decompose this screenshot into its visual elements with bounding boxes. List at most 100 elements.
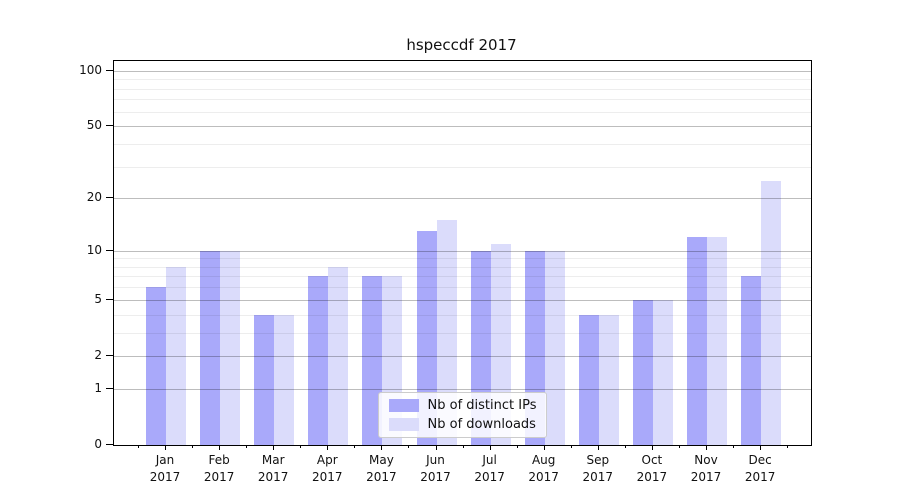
x-tick-minor-10 (679, 445, 680, 448)
x-tick-minor-7 (516, 445, 518, 448)
y-tick-0 (106, 444, 113, 445)
bar-oct-distinct-ips (632, 299, 653, 445)
bar-jan-downloads (166, 266, 186, 445)
x-tick-minor-1 (192, 445, 193, 448)
bar-feb-distinct-ips (200, 250, 221, 445)
gridline-minor-7 (114, 276, 811, 278)
x-tick-minor-6 (462, 445, 464, 448)
y-tick-10 (106, 249, 113, 251)
legend-item-downloads: Nb of downloads (388, 417, 537, 432)
bar-jan-distinct-ips (146, 287, 166, 445)
y-tick-label-100: 100 (79, 62, 102, 77)
gridline-minor-80 (114, 88, 811, 90)
x-tick-label-mar: Mar 2017 (241, 452, 305, 486)
y-tick-20 (106, 197, 113, 199)
bar-dec-distinct-ips (741, 276, 762, 445)
x-tick-aug (543, 445, 545, 450)
x-tick-label-month: Mar (261, 453, 285, 467)
bar-may-distinct-ips (362, 276, 383, 445)
bar-sep-downloads (598, 314, 619, 445)
x-tick-minor-11 (733, 445, 734, 448)
x-tick-minor-8 (570, 445, 572, 448)
bar-oct-downloads (652, 299, 673, 445)
legend-label-distinct-ips: Nb of distinct IPs (427, 398, 537, 413)
x-tick-label-month: Sep (586, 453, 610, 467)
x-tick-jun (435, 445, 437, 450)
gridline-minor-40 (114, 143, 811, 145)
x-tick-label-month: Dec (748, 453, 772, 467)
x-tick-sep (597, 445, 599, 450)
gridline-minor-9 (114, 258, 811, 260)
x-tick-label-aug: Aug 2017 (512, 452, 576, 486)
x-tick-label-year: 2017 (744, 470, 776, 484)
x-tick-label-dec: Dec 2017 (728, 452, 792, 486)
bar-mar-downloads (274, 314, 295, 445)
x-tick-label-year: 2017 (420, 470, 451, 484)
x-tick-label-month: Jan (155, 453, 175, 467)
x-tick-minor-3 (300, 445, 302, 448)
x-tick-label-month: Jul (482, 453, 497, 467)
bar-aug-downloads (544, 250, 565, 445)
x-tick-label-month: May (368, 453, 394, 467)
x-tick-label-month: Oct (641, 453, 663, 467)
gridline-major-100 (114, 70, 811, 72)
x-tick-label-month: Jun (426, 453, 445, 467)
gridline-minor-90 (114, 79, 811, 81)
x-tick-label-month: Aug (531, 453, 556, 467)
bar-jun-downloads (436, 220, 457, 445)
legend-swatch-downloads (388, 418, 419, 431)
y-tick-label-20: 20 (86, 190, 102, 205)
gridline-major-5 (114, 299, 811, 301)
y-tick-label-1: 1 (94, 380, 102, 395)
y-tick-2 (106, 354, 113, 356)
y-tick-50 (106, 125, 113, 127)
x-tick-dec (760, 445, 762, 450)
x-tick-label-year: 2017 (636, 470, 668, 484)
x-tick-label-jun: Jun 2017 (404, 452, 468, 486)
x-tick-label-month: Nov (694, 453, 718, 467)
x-tick-label-year: 2017 (582, 470, 614, 484)
x-tick-mar (273, 445, 275, 450)
y-tick-label-10: 10 (86, 242, 102, 257)
gridline-major-2 (114, 355, 811, 357)
x-tick-minor-4 (354, 445, 356, 448)
x-tick-label-may: May 2017 (349, 452, 413, 486)
x-tick-minor-5 (408, 445, 410, 448)
chart-title: hspeccdf 2017 (406, 36, 517, 54)
x-tick-jan (165, 445, 166, 450)
y-tick-1 (106, 387, 113, 389)
x-tick-label-year: 2017 (366, 470, 397, 484)
bar-dec-downloads (761, 180, 782, 445)
plot-area: Nb of distinct IPs Nb of downloads (113, 60, 812, 446)
gridline-minor-6 (114, 287, 811, 289)
x-tick-label-year: 2017 (528, 470, 559, 484)
x-tick-minor-12 (787, 445, 789, 448)
bar-apr-downloads (328, 266, 349, 445)
bar-nov-downloads (707, 237, 727, 445)
gridline-minor-70 (114, 99, 811, 101)
y-tick-label-2: 2 (94, 347, 102, 362)
x-tick-label-month: Apr (316, 453, 338, 467)
legend: Nb of distinct IPs Nb of downloads (377, 392, 548, 438)
x-tick-label-nov: Nov 2017 (674, 452, 738, 486)
gridline-minor-3 (114, 332, 811, 334)
y-tick-label-0: 0 (94, 437, 102, 451)
x-tick-label-apr: Apr 2017 (295, 452, 359, 486)
x-tick-oct (651, 445, 653, 450)
bar-apr-distinct-ips (308, 276, 329, 445)
gridline-major-50 (114, 126, 811, 128)
x-tick-label-year: 2017 (203, 470, 235, 484)
bar-feb-downloads (220, 250, 241, 445)
bar-sep-distinct-ips (578, 314, 599, 445)
x-tick-jul (489, 445, 491, 450)
y-tick-100 (106, 69, 113, 71)
x-tick-label-year: 2017 (257, 470, 289, 484)
gridline-major-20 (114, 198, 811, 200)
x-tick-label-year: 2017 (474, 470, 505, 484)
x-tick-apr (327, 445, 329, 450)
gridline-minor-8 (114, 266, 811, 268)
legend-label-downloads: Nb of downloads (427, 417, 536, 432)
y-tick-label-5: 5 (94, 291, 102, 306)
x-tick-feb (219, 445, 221, 450)
